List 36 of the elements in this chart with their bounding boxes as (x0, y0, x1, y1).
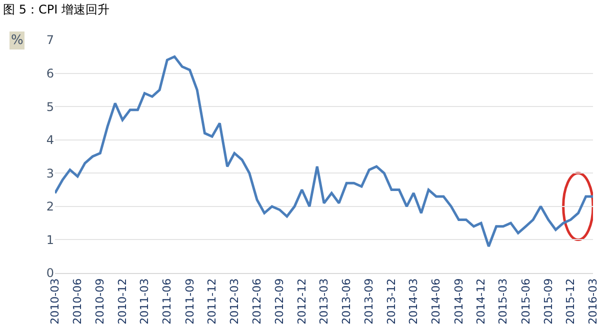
y-tick-label: 7 (46, 33, 54, 48)
x-tick-label: 2015-06 (519, 278, 532, 324)
y-tick-label: 2 (46, 200, 54, 214)
x-tick-label: 2011-12 (206, 278, 219, 324)
x-tick-label: 2013-12 (385, 278, 398, 324)
x-tick-label: 2011-09 (183, 278, 196, 324)
x-tick-label: 2012-06 (250, 278, 264, 324)
x-tick-label: 2014-09 (452, 278, 466, 324)
x-tick-label: 2015-03 (496, 278, 510, 324)
x-tick-label: 2012-03 (228, 278, 241, 324)
chart-title: 图 5：CPI 增速回升 (3, 2, 110, 16)
x-tick-label: 2013-03 (318, 278, 331, 324)
y-tick-label: 5 (46, 100, 54, 114)
x-tick-label: 2015-09 (542, 278, 555, 324)
line-series (55, 55, 593, 248)
y-axis-title: % (11, 33, 24, 48)
x-tick-label: 2013-06 (340, 278, 354, 324)
x-tick-label: 2011-06 (160, 278, 174, 324)
y-tick-label: 3 (46, 166, 54, 180)
x-tick-label: 2012-12 (295, 278, 308, 324)
y-tick-label: 1 (46, 232, 54, 247)
x-tick-label: 2011-03 (138, 278, 152, 324)
y-tick-label: 4 (46, 133, 54, 148)
x-tick-label: 2012-09 (273, 278, 286, 324)
x-tick-label: 2014-03 (407, 278, 420, 324)
x-tick-label: 2015-12 (564, 278, 578, 324)
x-tick-label: 2010-03 (48, 278, 62, 324)
x-tick-label: 2016-03 (586, 278, 600, 324)
x-tick-label: 2014-12 (474, 278, 488, 324)
x-tick-label: 2014-06 (430, 278, 443, 324)
x-tick-label: 2010-06 (71, 278, 84, 324)
x-tick-label: 2013-09 (362, 278, 376, 324)
x-tick-label: 2010-09 (94, 278, 107, 324)
y-tick-label: 0 (46, 266, 54, 280)
x-tick-label: 2010-12 (116, 278, 130, 324)
y-tick-label: 6 (46, 66, 54, 80)
